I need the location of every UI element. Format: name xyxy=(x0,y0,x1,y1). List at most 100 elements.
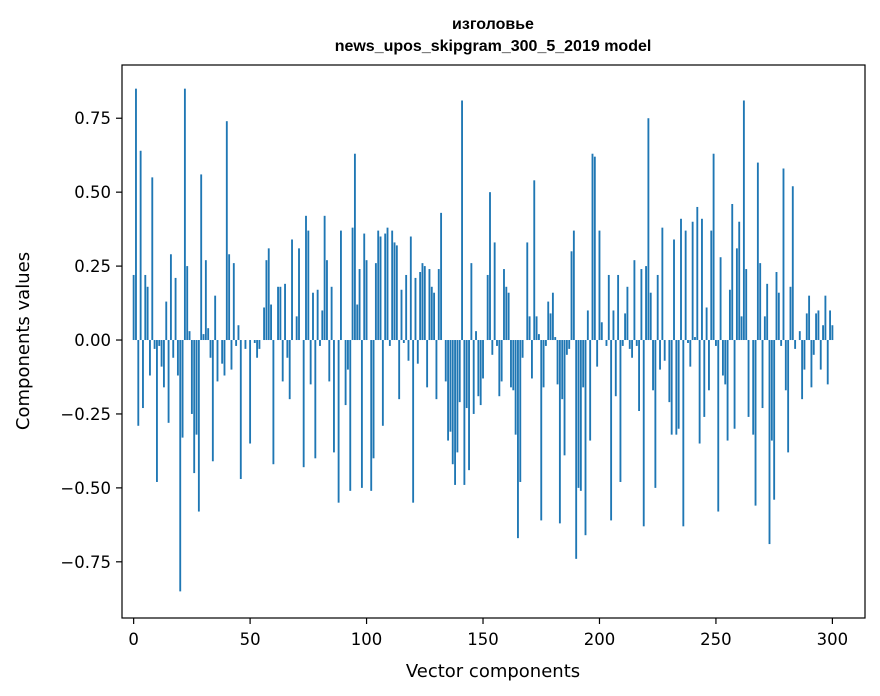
bar-15 xyxy=(167,340,170,423)
bar-294 xyxy=(817,310,820,341)
bar-180 xyxy=(551,292,554,341)
bar-274 xyxy=(770,340,773,441)
bar-186 xyxy=(565,340,568,355)
bar-121 xyxy=(414,277,417,341)
bar-20 xyxy=(179,340,182,592)
bar-107 xyxy=(381,340,384,426)
bar-233 xyxy=(675,340,678,435)
bar-81 xyxy=(321,310,324,341)
y-tick-label: 0.25 xyxy=(74,257,111,276)
bar-102 xyxy=(370,340,373,491)
bar-279 xyxy=(782,168,785,341)
bar-263 xyxy=(745,269,748,341)
bar-138 xyxy=(454,340,456,485)
bar-234 xyxy=(677,340,680,429)
bar-158 xyxy=(500,340,503,382)
bar-125 xyxy=(423,266,426,341)
bar-176 xyxy=(542,340,545,388)
bar-247 xyxy=(708,340,710,391)
bar-137 xyxy=(451,340,454,465)
bar-5 xyxy=(144,274,147,341)
bar-213 xyxy=(628,340,631,349)
bar-188 xyxy=(570,251,573,341)
bar-220 xyxy=(645,266,647,341)
bar-227 xyxy=(661,227,664,341)
bar-253 xyxy=(721,340,724,376)
bar-287 xyxy=(801,340,804,400)
bar-75 xyxy=(307,230,310,341)
bar-178 xyxy=(547,301,550,341)
bar-145 xyxy=(470,263,473,341)
bar-150 xyxy=(482,340,484,379)
bar-78 xyxy=(314,340,317,459)
bar-288 xyxy=(803,340,806,370)
bar-14 xyxy=(165,301,168,341)
bar-67 xyxy=(288,340,291,400)
bar-196 xyxy=(589,340,592,441)
bar-59 xyxy=(270,304,272,341)
y-tick-label: 0.75 xyxy=(74,109,111,128)
bar-12 xyxy=(160,340,163,367)
bar-153 xyxy=(489,192,491,341)
bar-96 xyxy=(356,304,359,341)
y-tick-label: 0.00 xyxy=(74,331,111,350)
bar-198 xyxy=(593,156,596,341)
x-tick-label: 200 xyxy=(584,630,616,649)
bar-117 xyxy=(405,274,408,341)
bar-276 xyxy=(775,272,778,341)
bar-167 xyxy=(521,340,524,358)
bar-297 xyxy=(824,295,827,341)
bar-155 xyxy=(493,242,496,341)
bar-251 xyxy=(717,340,720,512)
bar-280 xyxy=(784,340,787,391)
bar-46 xyxy=(239,340,242,480)
bar-254 xyxy=(724,340,727,385)
bar-270 xyxy=(761,340,764,409)
bar-260 xyxy=(738,221,741,341)
bar-269 xyxy=(759,263,762,341)
bar-89 xyxy=(340,230,342,341)
bar-215 xyxy=(633,260,636,341)
bar-216 xyxy=(635,340,638,346)
bar-217 xyxy=(638,340,640,411)
bar-281 xyxy=(787,340,790,453)
bar-239 xyxy=(689,340,692,367)
bar-218 xyxy=(640,269,643,341)
bar-181 xyxy=(554,337,557,341)
x-tick-label: 100 xyxy=(351,630,383,649)
bar-266 xyxy=(752,340,755,435)
bar-144 xyxy=(468,340,470,471)
bar-18 xyxy=(174,277,177,341)
bar-179 xyxy=(549,313,552,341)
bar-105 xyxy=(377,230,380,341)
bar-25 xyxy=(190,340,193,414)
bar-8 xyxy=(151,177,154,341)
bar-110 xyxy=(388,340,391,346)
bar-231 xyxy=(670,340,673,435)
y-axis-ticks: −0.75 −0.50 −0.25 0.00 0.25 0.50 0.75 xyxy=(60,109,122,572)
bar-71 xyxy=(298,248,300,341)
bar-58 xyxy=(267,248,270,341)
bar-112 xyxy=(393,242,396,341)
bar-165 xyxy=(517,340,519,539)
y-axis-label: Components values xyxy=(13,252,34,430)
bar-142 xyxy=(463,340,466,485)
bar-241 xyxy=(694,337,696,341)
bar-118 xyxy=(407,340,410,361)
bar-68 xyxy=(291,239,293,341)
bar-190 xyxy=(575,340,578,559)
bar-245 xyxy=(703,340,706,417)
bar-88 xyxy=(337,340,340,503)
bar-111 xyxy=(391,230,394,341)
bar-275 xyxy=(773,340,776,500)
bar-166 xyxy=(519,340,522,482)
bar-228 xyxy=(663,340,666,361)
bar-278 xyxy=(780,340,783,346)
bar-52 xyxy=(253,340,256,343)
bar-177 xyxy=(544,340,547,346)
bar-185 xyxy=(563,340,566,456)
bar-237 xyxy=(684,230,687,341)
bar-193 xyxy=(582,340,585,388)
bar-120 xyxy=(412,340,415,503)
